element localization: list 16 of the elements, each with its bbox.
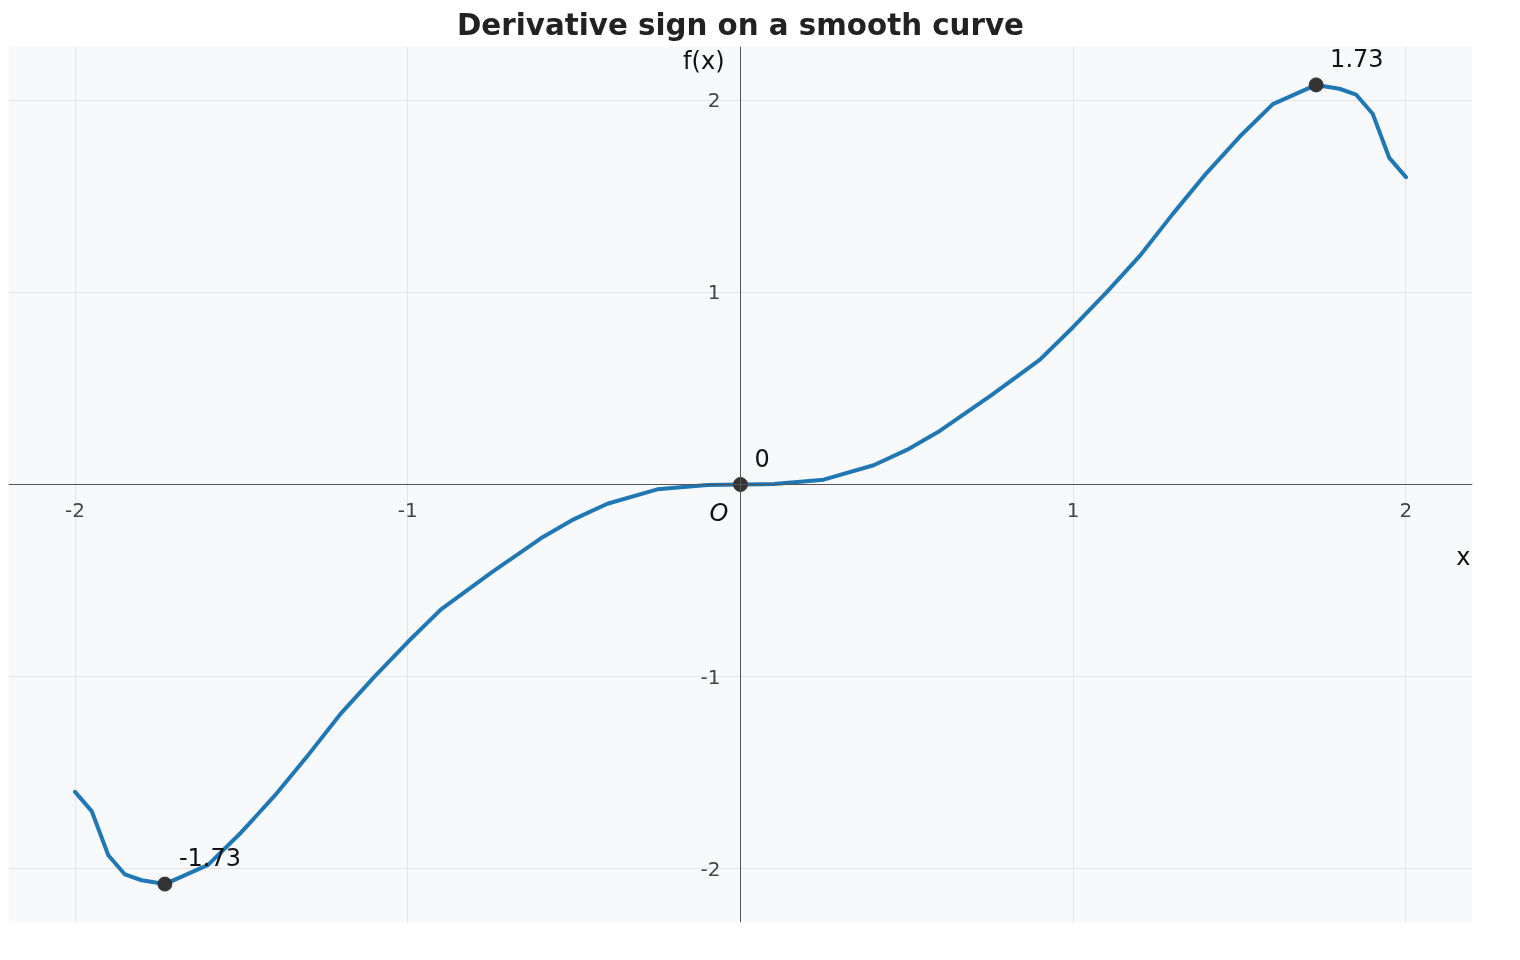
x-tick-label: -1 [397,497,418,522]
x-tick-label: 1 [1066,497,1080,522]
y-axis-title: f(x) [683,46,725,75]
annotation: O [709,498,729,527]
x-tick-label: 2 [1399,497,1413,522]
annotation: 1.73 [1330,44,1384,73]
y-tick-label: -2 [700,856,721,881]
chart-title: Derivative sign on a smooth curve [457,7,1024,42]
y-tick-label: 1 [707,280,721,305]
point [157,876,173,892]
y-tick-label: -1 [700,664,721,689]
annotation: 0 [754,444,770,473]
point [1308,77,1324,93]
x-tick-label: -2 [65,497,86,522]
x-axis-title: x [1456,542,1471,571]
y-tick-label: 2 [707,88,721,113]
